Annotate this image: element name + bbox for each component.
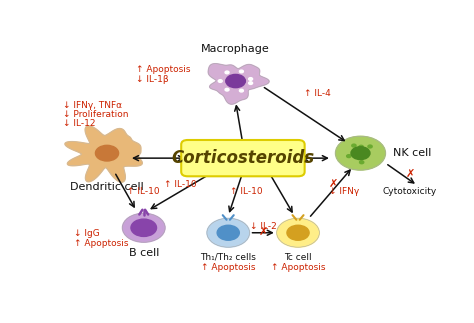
Text: ↑ IL-10: ↑ IL-10 (230, 187, 263, 196)
Text: ↑ IL-10: ↑ IL-10 (127, 187, 160, 196)
Circle shape (336, 136, 385, 170)
Circle shape (226, 74, 246, 88)
Text: Tc cell: Tc cell (284, 253, 312, 262)
Circle shape (225, 88, 229, 91)
Text: ✗: ✗ (328, 179, 337, 189)
Circle shape (95, 145, 118, 161)
Circle shape (239, 70, 243, 73)
Circle shape (352, 144, 356, 147)
Text: ↓ IL-2: ↓ IL-2 (250, 222, 276, 231)
Text: ↑ IL-10: ↑ IL-10 (164, 180, 197, 189)
Text: B cell: B cell (128, 248, 159, 258)
Circle shape (359, 145, 363, 148)
Text: ↓ Proliferation: ↓ Proliferation (63, 110, 128, 119)
FancyBboxPatch shape (181, 140, 305, 176)
Circle shape (277, 218, 319, 247)
Text: ↓ IL-1β: ↓ IL-1β (137, 75, 169, 84)
Text: NK cell: NK cell (393, 148, 431, 158)
Text: ↑ Apoptosis: ↑ Apoptosis (137, 65, 191, 74)
Circle shape (346, 155, 351, 158)
Circle shape (217, 225, 239, 240)
Circle shape (287, 225, 309, 240)
Circle shape (218, 80, 222, 82)
Circle shape (368, 145, 372, 148)
Text: ✗: ✗ (258, 227, 268, 237)
Text: ↑ Apoptosis: ↑ Apoptosis (201, 263, 255, 272)
Text: Corticosteroids: Corticosteroids (172, 149, 314, 167)
Text: Macrophage: Macrophage (201, 45, 270, 55)
Circle shape (360, 161, 364, 164)
Circle shape (122, 214, 165, 242)
Circle shape (207, 218, 249, 247)
Text: ✗: ✗ (405, 169, 415, 179)
Circle shape (351, 147, 370, 160)
Text: ↓ IFNγ: ↓ IFNγ (329, 187, 359, 196)
Circle shape (225, 71, 229, 74)
Circle shape (239, 89, 243, 92)
Circle shape (249, 78, 253, 80)
Text: Dendritic cell: Dendritic cell (70, 182, 144, 192)
Text: Cytotoxicity: Cytotoxicity (383, 187, 437, 196)
Text: ↓ IFNγ, TNFα: ↓ IFNγ, TNFα (63, 101, 122, 110)
Text: ↑ IL-4: ↑ IL-4 (303, 89, 330, 98)
Polygon shape (65, 126, 142, 182)
Circle shape (131, 219, 156, 236)
Text: ↑ Apoptosis: ↑ Apoptosis (271, 263, 325, 272)
Circle shape (249, 82, 253, 84)
Polygon shape (208, 64, 269, 104)
Text: ↓ IL-12: ↓ IL-12 (63, 119, 95, 128)
Text: ↑ Apoptosis: ↑ Apoptosis (74, 239, 128, 248)
Text: Th₁/Th₂ cells: Th₁/Th₂ cells (201, 253, 256, 262)
Text: ↓ IgG: ↓ IgG (74, 230, 100, 238)
